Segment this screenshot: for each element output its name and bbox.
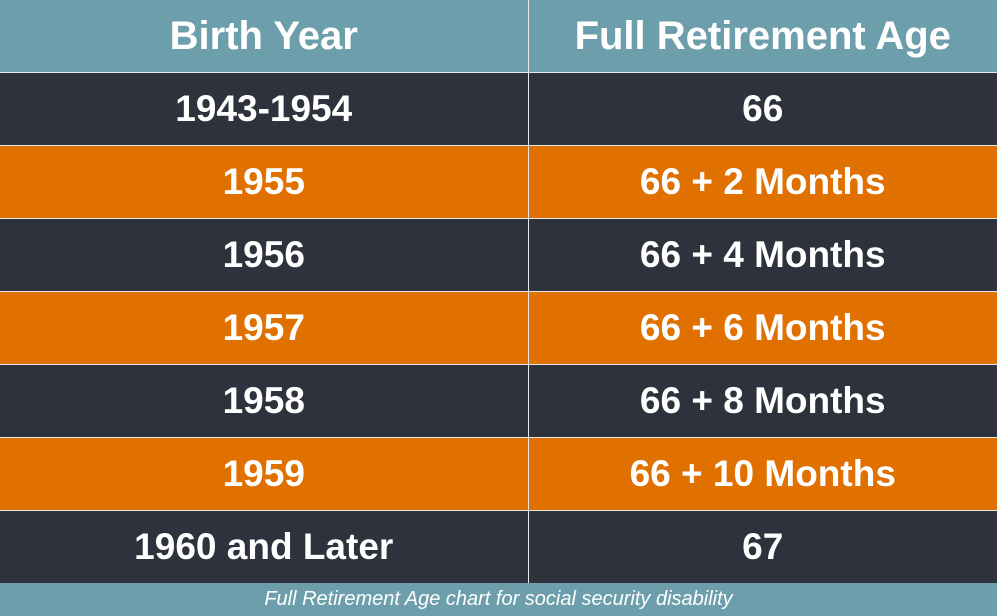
retirement-age-table: Birth Year Full Retirement Age 1943-1954… [0, 0, 997, 584]
retirement-age-cell: 66 + 2 Months [528, 145, 997, 219]
retirement-age-cell: 67 [528, 510, 997, 584]
table-row: 1957 66 + 6 Months [0, 291, 997, 365]
retirement-age-cell: 66 [528, 72, 997, 146]
birth-year-cell: 1959 [0, 437, 529, 511]
birth-year-cell: 1960 and Later [0, 510, 529, 584]
table-row: 1958 66 + 8 Months [0, 364, 997, 438]
table-row: 1955 66 + 2 Months [0, 145, 997, 219]
birth-year-cell: 1957 [0, 291, 529, 365]
birth-year-cell: 1955 [0, 145, 529, 219]
table-header-row: Birth Year Full Retirement Age [0, 0, 997, 73]
retirement-age-cell: 66 + 6 Months [528, 291, 997, 365]
table-row: 1960 and Later 67 [0, 510, 997, 584]
table-caption: Full Retirement Age chart for social sec… [0, 583, 997, 616]
header-full-retirement-age: Full Retirement Age [528, 0, 997, 73]
birth-year-cell: 1958 [0, 364, 529, 438]
retirement-age-cell: 66 + 8 Months [528, 364, 997, 438]
retirement-age-cell: 66 + 10 Months [528, 437, 997, 511]
table-row: 1959 66 + 10 Months [0, 437, 997, 511]
birth-year-cell: 1943-1954 [0, 72, 529, 146]
table-row: 1943-1954 66 [0, 72, 997, 146]
retirement-age-cell: 66 + 4 Months [528, 218, 997, 292]
header-birth-year: Birth Year [0, 0, 529, 73]
table-row: 1956 66 + 4 Months [0, 218, 997, 292]
birth-year-cell: 1956 [0, 218, 529, 292]
